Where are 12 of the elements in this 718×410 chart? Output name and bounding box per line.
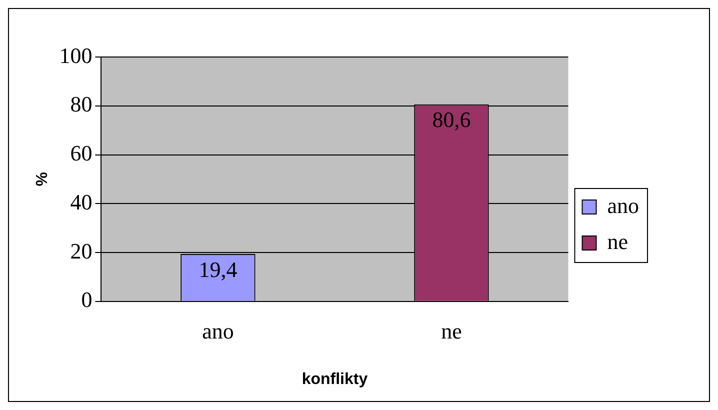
y-tick-label: 40 xyxy=(70,189,92,214)
y-tick-label: 0 xyxy=(81,287,92,312)
y-tick-label: 100 xyxy=(59,42,92,68)
y-tick-label: 80 xyxy=(70,92,92,117)
y-tick-label: 60 xyxy=(70,140,92,166)
legend-label: ano xyxy=(607,192,639,218)
data-label: 19,4 xyxy=(198,256,238,282)
legend-label: ne xyxy=(607,228,628,254)
data-label: 80,6 xyxy=(432,107,471,132)
y-axis-title: % xyxy=(34,172,52,186)
x-axis-title: konflikty xyxy=(302,370,368,388)
y-tick-label: 20 xyxy=(70,238,92,264)
